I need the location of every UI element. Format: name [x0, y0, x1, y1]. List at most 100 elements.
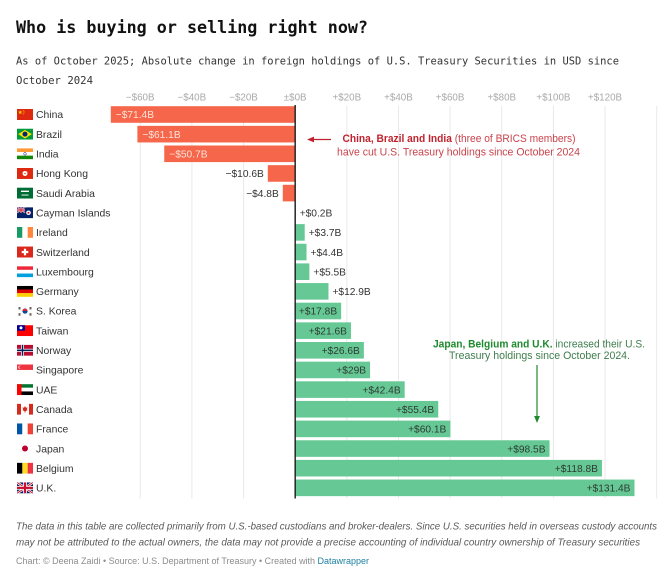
- country-label: Switzerland: [36, 248, 90, 259]
- x-axis-ticks: −$60B −$40B −$20B ±$0B +$20B +$40B +$60B +$80B +…: [126, 93, 623, 104]
- bar: [110, 106, 296, 123]
- bar: [295, 361, 371, 379]
- arrow-left-icon: [307, 136, 331, 143]
- bar: [295, 322, 351, 339]
- value-label: +$0.2B: [300, 208, 333, 219]
- bar: [295, 224, 305, 241]
- norway-flag-icon: [17, 344, 33, 356]
- hong-kong-flag-icon: [17, 167, 33, 179]
- value-label: +$60.1B: [408, 425, 446, 436]
- value-label: +$131.4B: [587, 484, 631, 495]
- country-label: China: [36, 110, 63, 121]
- bar: [295, 400, 439, 418]
- value-label: +$118.8B: [555, 464, 598, 475]
- annotation-top-buyers-line-1: Japan, Belgium and U.K. increased their …: [433, 339, 645, 351]
- saudi-arabia-flag-icon: [17, 187, 33, 199]
- x-tick-label: −$20B: [229, 93, 258, 104]
- annotation-brics-line-1: China, Brazil and India (three of BRICS …: [343, 133, 576, 145]
- arrow-down-icon: [534, 365, 540, 423]
- datawrapper-link[interactable]: Datawrapper: [318, 556, 370, 567]
- bar: [295, 302, 342, 320]
- country-label: Ireland: [36, 228, 68, 239]
- country-label: France: [36, 425, 69, 436]
- value-label: −$71.4B: [116, 110, 154, 121]
- country-label: Singapore: [36, 366, 84, 377]
- bar: [267, 165, 296, 182]
- country-label: Saudi Arabia: [36, 189, 95, 200]
- annotation-brics-text: (three of BRICS members): [452, 133, 576, 145]
- india-flag-icon: [17, 148, 33, 160]
- footnote-line-1: The data in this table are collected pri…: [16, 522, 657, 533]
- bar: [295, 479, 635, 497]
- japan-flag-icon: [17, 443, 33, 455]
- bar: [295, 440, 550, 457]
- country-label: UAE: [36, 385, 57, 396]
- uk-flag-icon: [17, 482, 33, 494]
- x-tick-label: +$120B: [588, 93, 623, 104]
- annotation-top-buyers-line-2: Treasury holdings since October 2024.: [449, 350, 630, 362]
- annotation-brics-line-2: have cut U.S. Treasury holdings since Oc…: [337, 147, 580, 159]
- taiwan-flag-icon: [17, 325, 33, 337]
- value-label: +$12.9B: [332, 287, 370, 298]
- value-label: +$55.4B: [396, 405, 434, 416]
- value-label: +$5.5B: [313, 267, 346, 278]
- country-label: Norway: [36, 346, 72, 357]
- value-label: +$42.4B: [362, 385, 400, 396]
- bar: [282, 184, 296, 202]
- country-label: S. Korea: [36, 307, 77, 318]
- gridlines: [139, 106, 658, 499]
- x-tick-label: ±$0B: [284, 93, 307, 104]
- x-tick-label: +$80B: [487, 93, 516, 104]
- china-flag-icon: [17, 109, 33, 120]
- south-korea-flag-icon: [17, 305, 33, 317]
- chart-title: Who is buying or selling right now?: [16, 18, 368, 38]
- country-label: Hong Kong: [36, 169, 88, 180]
- x-tick-label: +$100B: [536, 93, 571, 104]
- canada-flag-icon: [17, 403, 33, 415]
- country-label: Canada: [36, 405, 73, 416]
- x-tick-label: −$40B: [178, 93, 207, 104]
- value-label: −$61.1B: [142, 130, 180, 141]
- bar: [295, 283, 329, 300]
- bar: [137, 125, 296, 143]
- value-label: +$21.6B: [309, 326, 347, 337]
- country-rows: China Brazil India Hong Kong Saudi Arabia Cay…: [17, 109, 111, 495]
- luxembourg-flag-icon: [17, 266, 33, 278]
- value-label: +$98.5B: [507, 444, 545, 455]
- france-flag-icon: [17, 423, 33, 435]
- annotation-brics: China, Brazil and India (three of BRICS …: [307, 133, 580, 159]
- germany-flag-icon: [17, 285, 33, 297]
- bar: [295, 420, 451, 438]
- annotation-brics-bold: China, Brazil and India: [343, 133, 453, 145]
- value-label: +$4.4B: [311, 248, 344, 259]
- annotation-top-buyers: Japan, Belgium and U.K. increased their …: [433, 339, 645, 423]
- bar: [295, 342, 364, 359]
- source-credit: Chart: © Deena Zaidi • Source: U.S. Depa…: [16, 556, 370, 567]
- value-label: +$17.8B: [299, 307, 337, 318]
- country-label: India: [36, 150, 59, 161]
- value-label: −$50.7B: [169, 150, 207, 161]
- bar: [295, 459, 602, 477]
- x-tick-label: +$20B: [333, 93, 362, 104]
- x-tick-label: +$40B: [384, 93, 413, 104]
- value-label: +$26.6B: [322, 346, 360, 357]
- country-label: Belgium: [36, 464, 74, 475]
- value-labels: −$71.4B −$61.1B −$50.7B −$10.6B −$4.8B +$0.2B…: [116, 110, 631, 494]
- cayman-islands-flag-icon: [17, 207, 33, 219]
- annotation-top-buyers-text: increased their U.S.: [553, 339, 645, 351]
- annotation-top-buyers-bold: Japan, Belgium and U.K.: [433, 339, 553, 351]
- value-label: +$29B: [336, 366, 366, 377]
- country-label: Germany: [36, 287, 80, 298]
- value-label: −$10.6B: [226, 169, 264, 180]
- brazil-flag-icon: [17, 128, 33, 140]
- country-label: U.K.: [36, 484, 56, 495]
- country-label: Taiwan: [36, 326, 69, 337]
- value-label: −$4.8B: [246, 189, 279, 200]
- bars: [110, 106, 635, 497]
- ireland-flag-icon: [17, 226, 33, 238]
- singapore-flag-icon: [17, 364, 33, 376]
- country-label: Brazil: [36, 130, 62, 141]
- x-tick-label: −$60B: [126, 93, 155, 104]
- country-label: Cayman Islands: [36, 208, 111, 219]
